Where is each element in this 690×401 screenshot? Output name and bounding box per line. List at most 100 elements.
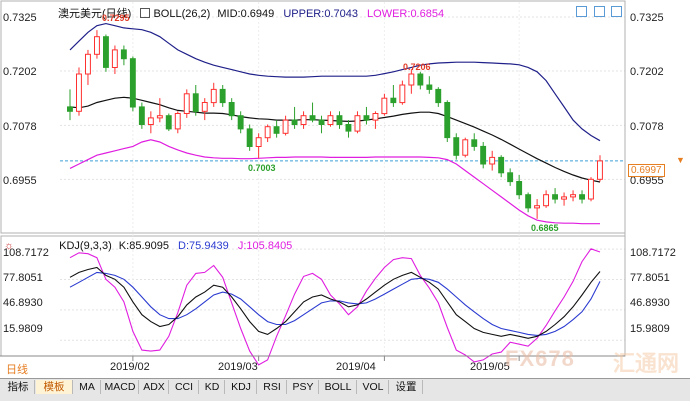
kdj-pane [0,235,626,357]
lower-label: LOWER: [367,8,411,20]
period-tab[interactable]: 日线 [6,364,28,376]
candle-body [579,194,585,200]
toolbar-settings[interactable]: 设置 [390,380,423,394]
candle-body [570,194,576,198]
candle-body [255,137,262,147]
candle-body [165,115,172,130]
j-value: 105.8405 [246,240,293,252]
candle-body [453,137,460,156]
price-tick-2: 0.7078 [3,121,37,133]
kdj-tick-right-1: 77.8051 [630,272,670,284]
axes [0,1,626,357]
candle-body [345,124,352,132]
price-tick-right-3: 0.6955 [630,175,664,187]
watermark-logo: FX678 [505,346,575,371]
close-icon[interactable] [611,6,622,17]
candle-body [480,145,487,165]
boll-mid-line [69,96,601,183]
toolbar-adx[interactable]: ADX [140,380,169,394]
toolbar-boll[interactable]: BOLL [320,380,357,394]
candle-body [417,73,424,86]
upper-value: 0.7043 [324,8,358,20]
toolbar-macd[interactable]: MACD [102,380,139,394]
kdj-tick-3: 15.9809 [3,323,43,335]
candle-body [525,194,532,209]
boll-lower-line [69,139,600,225]
expand-icon[interactable] [576,6,587,17]
boll-label: BOLL(26,2) [153,8,211,20]
k-value: 85.9095 [129,240,169,252]
candle-body [94,36,100,55]
candle-body [67,106,73,112]
candle-body [318,119,325,125]
kdj-tick-right-0: 108.7172 [630,247,676,259]
kdj-lines [69,248,601,366]
upper-label: UPPER: [283,8,325,20]
candle-body [561,196,567,200]
kdj-label: KDJ(9,3,3) [59,240,112,252]
toolbar-rsi[interactable]: RSI [258,380,287,394]
candles [67,30,603,219]
low-annotation: 0.6865 [531,223,559,233]
candle-body [597,160,603,180]
candle-body [516,181,523,196]
toolbar-ma[interactable]: MA [74,380,101,394]
candle-body [336,115,343,125]
candle-body [372,113,379,121]
boll-checkbox[interactable] [140,8,151,18]
high-annotation: 0.7295 [102,13,130,23]
bollinger-bands [69,22,601,225]
candle-body [228,102,235,117]
price-tick-3: 0.6955 [3,175,37,187]
candle-body [543,194,549,207]
minimize-icon[interactable] [594,6,605,17]
candle-body [147,117,154,126]
candle-body [201,102,208,112]
candle-body [291,119,298,125]
price-tick-right-1: 0.7202 [630,66,664,78]
toolbar-vol[interactable]: VOL [358,380,389,394]
current-price-marker-icon: ▼ [676,155,685,165]
candle-body [282,119,289,134]
indicator-toolbar [0,378,690,401]
mid-value: 0.6949 [240,8,275,20]
candle-body [390,97,397,104]
candle-body [381,97,388,115]
kdj-settings-icon[interactable]: ☼ [4,240,15,252]
kdj-j-line [69,248,601,366]
period-label: (日线) [102,8,132,20]
candle-body [111,49,118,69]
candle-body [210,88,217,104]
toolbar-psy[interactable]: PSY [288,380,319,394]
candle-body [246,128,253,147]
toolbar-indicator-tab[interactable]: 指标 [2,380,35,394]
boll-upper-line [69,22,601,142]
price-tick-0: 0.7325 [3,12,37,24]
toolbar-kdj[interactable]: KDJ [226,380,257,394]
candle-body [399,84,406,104]
mid-high-annotation: 0.7206 [403,62,431,72]
candle-body [120,49,127,60]
candle-body [264,126,271,139]
d-value: 75.9439 [189,240,229,252]
candle-body [85,53,91,75]
current-price-label: 0.6997 [628,164,665,177]
j-label: J: [237,240,247,252]
kdj-tick-0: 108.7172 [3,247,49,259]
candle-body [489,156,496,165]
toolbar-cci[interactable]: CCI [170,380,199,394]
candle-body [129,58,136,108]
candle-body [156,115,163,119]
toolbar-kd[interactable]: KD [200,380,225,394]
date-label-1: 2019/03 [218,361,258,373]
candle-body [507,172,514,183]
candle-body [444,102,451,139]
kdj-tick-right-3: 15.9809 [630,323,670,335]
candle-body [426,84,433,90]
kdj-tick-1: 77.8051 [3,272,43,284]
candle-body [354,115,361,132]
toolbar-template-tab[interactable]: 模板 [36,380,73,394]
candle-body [76,73,82,112]
lower-value: 0.6854 [410,8,445,20]
k-label: K: [118,240,130,252]
